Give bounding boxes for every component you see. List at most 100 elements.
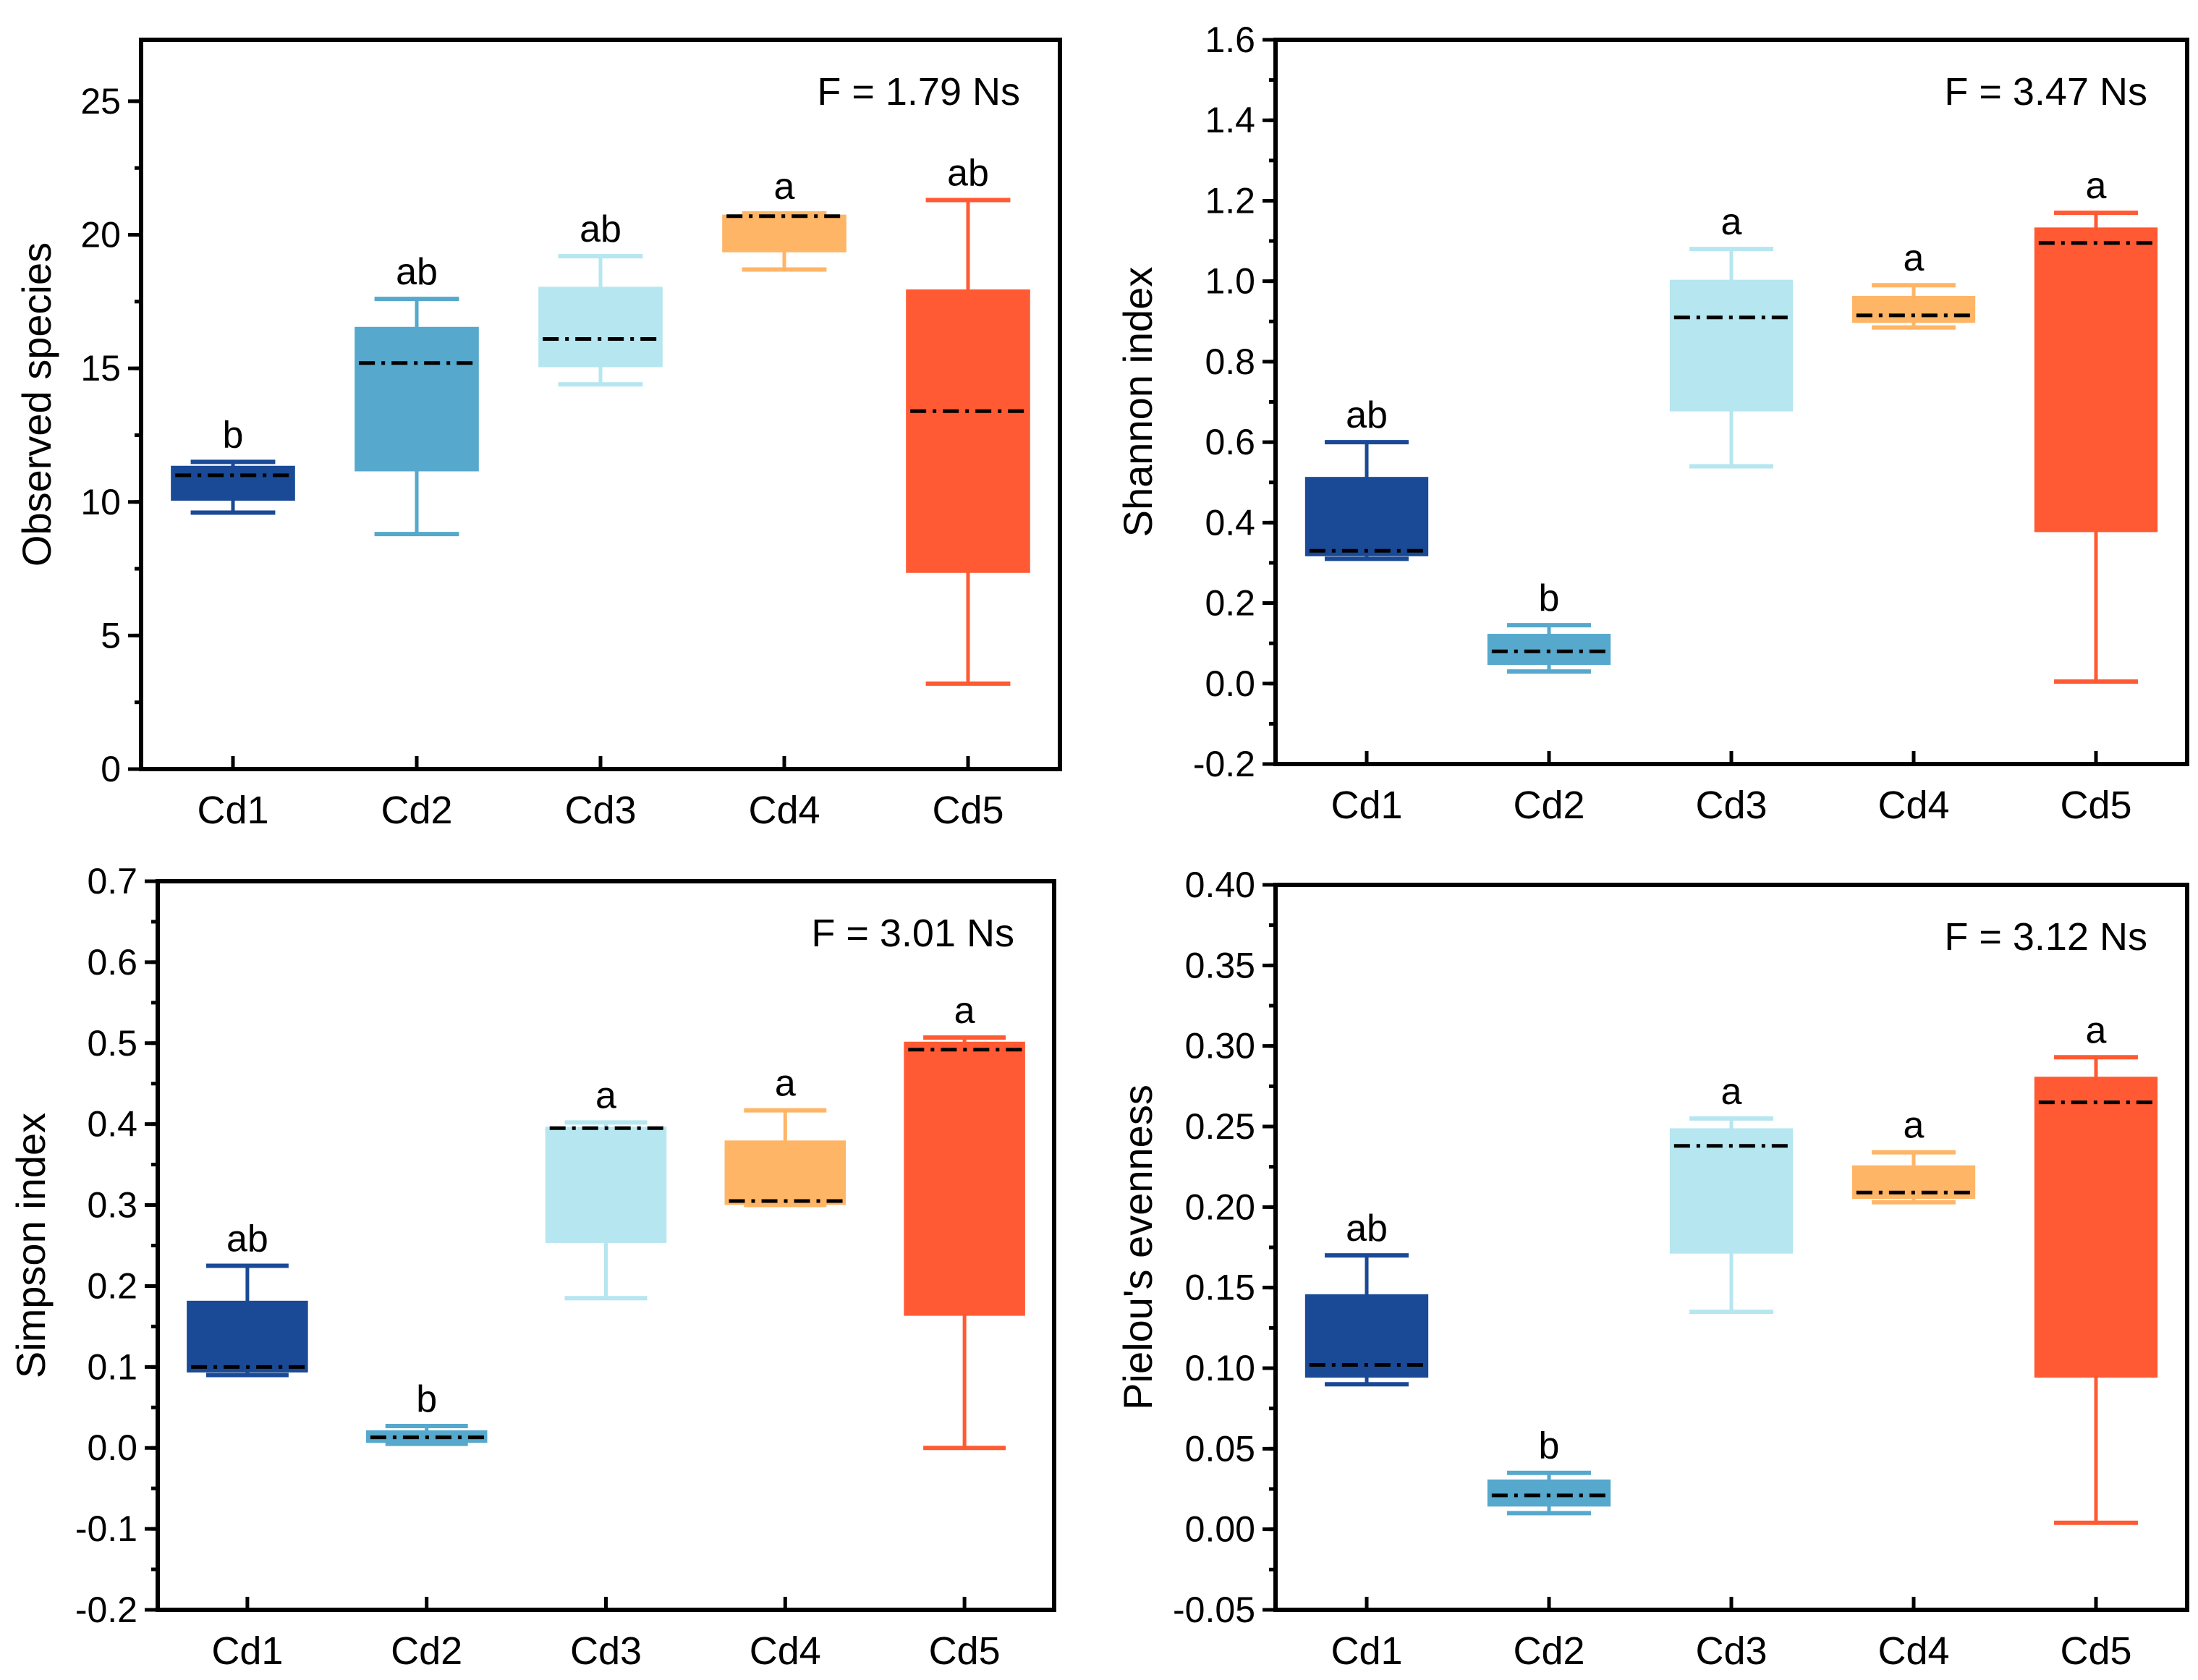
box-cd5: ab [906, 153, 1030, 686]
iqr-box [538, 287, 663, 368]
y-tick-label: 0.6 [87, 942, 137, 983]
significance-letter: ab [580, 208, 621, 250]
y-tick-label: 0.00 [1185, 1509, 1255, 1550]
iqr-box [171, 465, 295, 501]
iqr-box [1487, 1479, 1611, 1507]
y-tick-label: 0.5 [87, 1023, 137, 1064]
y-tick-label: 0.2 [87, 1265, 137, 1306]
box-cd4: a [724, 1063, 846, 1208]
significance-letter: a [1721, 1071, 1742, 1113]
box-cd5: a [904, 990, 1025, 1451]
x-tick-label: Cd1 [1331, 1629, 1402, 1673]
y-tick-label: 1.0 [1205, 261, 1255, 302]
box-cd5: a [2034, 165, 2158, 684]
iqr-box [2034, 1077, 2158, 1378]
x-tick-label: Cd3 [1695, 1629, 1767, 1673]
y-tick-label: 10 [80, 482, 121, 522]
iqr-box [722, 214, 846, 253]
significance-letter: b [1539, 577, 1560, 619]
significance-letter: a [1721, 201, 1742, 243]
x-tick-label: Cd4 [748, 789, 820, 832]
f-statistic-annotation: F = 3.47 Ns [1944, 70, 2147, 114]
y-axis-label: Simpson index [8, 1113, 54, 1378]
box-cd3: a [545, 1074, 667, 1301]
box-cd3: ab [538, 208, 663, 387]
significance-letter: a [595, 1074, 616, 1116]
significance-letter: ab [226, 1218, 268, 1260]
significance-letter: ab [396, 251, 438, 293]
significance-letter: b [416, 1378, 437, 1420]
iqr-box [906, 289, 1030, 573]
x-tick-label: Cd5 [2060, 1629, 2131, 1673]
iqr-box [545, 1127, 667, 1243]
y-tick-label: 0 [101, 749, 121, 789]
y-tick-label: 0.8 [1205, 341, 1255, 382]
significance-letter: a [2086, 1009, 2107, 1051]
box-cd5: a [2034, 1009, 2158, 1525]
significance-letter: a [775, 1063, 796, 1105]
y-tick-label: 0.4 [1205, 502, 1255, 543]
y-tick-label: -0.2 [1193, 744, 1255, 784]
iqr-box [187, 1300, 308, 1373]
y-tick-label: 1.6 [1205, 20, 1255, 60]
f-statistic-annotation: F = 1.79 Ns [817, 70, 1020, 114]
y-tick-label: 1.4 [1205, 100, 1255, 140]
y-axis-label: Pielou's evenness [1115, 1085, 1160, 1410]
box-cd1: ab [1304, 394, 1429, 561]
f-statistic-annotation: F = 3.01 Ns [811, 912, 1014, 955]
iqr-box [1851, 295, 1976, 323]
iqr-box [2034, 227, 2158, 533]
x-tick-label: Cd3 [1695, 784, 1767, 827]
x-tick-label: Cd3 [564, 789, 636, 832]
significance-letter: a [1904, 1105, 1925, 1147]
y-tick-label: 15 [80, 348, 121, 389]
box-cd2: b [365, 1378, 488, 1446]
y-tick-label: -0.2 [75, 1590, 137, 1630]
x-tick-label: Cd2 [381, 789, 452, 832]
iqr-box [724, 1140, 846, 1205]
y-tick-label: 0.1 [87, 1346, 137, 1387]
x-tick-label: Cd2 [1513, 1629, 1584, 1673]
panel-4: -0.05 0.00 0.05 0.10 0.15 0.20 0.25 0.30 0.35 0.4… [1115, 865, 2189, 1673]
box-cd3: a [1669, 201, 1794, 469]
y-tick-label: 0.4 [87, 1104, 137, 1145]
y-tick-label: 0.0 [87, 1427, 137, 1468]
significance-letter: b [223, 414, 244, 456]
box-cd1: ab [187, 1218, 308, 1378]
significance-letter: a [774, 166, 795, 208]
y-tick-label: 0.7 [87, 861, 137, 901]
y-tick-label: 0.30 [1185, 1026, 1255, 1066]
y-tick-label: -0.05 [1173, 1590, 1255, 1630]
box-cd4: a [1851, 1105, 1976, 1205]
box-cd2: b [1487, 577, 1611, 674]
y-tick-label: 0.10 [1185, 1348, 1255, 1388]
box-cd4: a [1851, 237, 1976, 330]
iqr-box [1304, 477, 1429, 556]
box-cd1: ab [1304, 1208, 1429, 1387]
panel-3: -0.2 -0.1 0.0 0.1 0.2 0.3 0.4 0.5 0.6 0.7 Simpson … [8, 861, 1056, 1673]
y-tick-label: 0.0 [1205, 663, 1255, 704]
box-cd4: a [722, 166, 846, 272]
box-cd2: ab [355, 251, 479, 537]
x-tick-label: Cd5 [2060, 784, 2131, 827]
y-tick-label: 0.2 [1205, 583, 1255, 624]
iqr-box [1304, 1294, 1429, 1378]
significance-letter: a [2086, 165, 2107, 207]
significance-letter: a [1904, 237, 1925, 279]
box-cd3: a [1669, 1071, 1794, 1315]
y-tick-label: 0.20 [1185, 1187, 1255, 1227]
x-tick-label: Cd1 [197, 789, 268, 832]
x-tick-label: Cd4 [1877, 1629, 1949, 1673]
y-tick-label: 0.40 [1185, 865, 1255, 905]
x-tick-label: Cd3 [570, 1629, 642, 1673]
iqr-box [1669, 1128, 1794, 1254]
iqr-box [355, 326, 479, 472]
y-tick-label: 0.25 [1185, 1106, 1255, 1147]
x-tick-label: Cd1 [211, 1629, 283, 1673]
x-tick-label: Cd5 [929, 1629, 1001, 1673]
iqr-box [1669, 279, 1794, 412]
y-tick-label: 20 [80, 215, 121, 255]
iqr-box [904, 1041, 1025, 1316]
y-tick-label: 0.6 [1205, 422, 1255, 462]
panel-1: 0 5 10 15 20 25 Observed species F = 1.79 Ns Cd1… [14, 38, 1062, 832]
